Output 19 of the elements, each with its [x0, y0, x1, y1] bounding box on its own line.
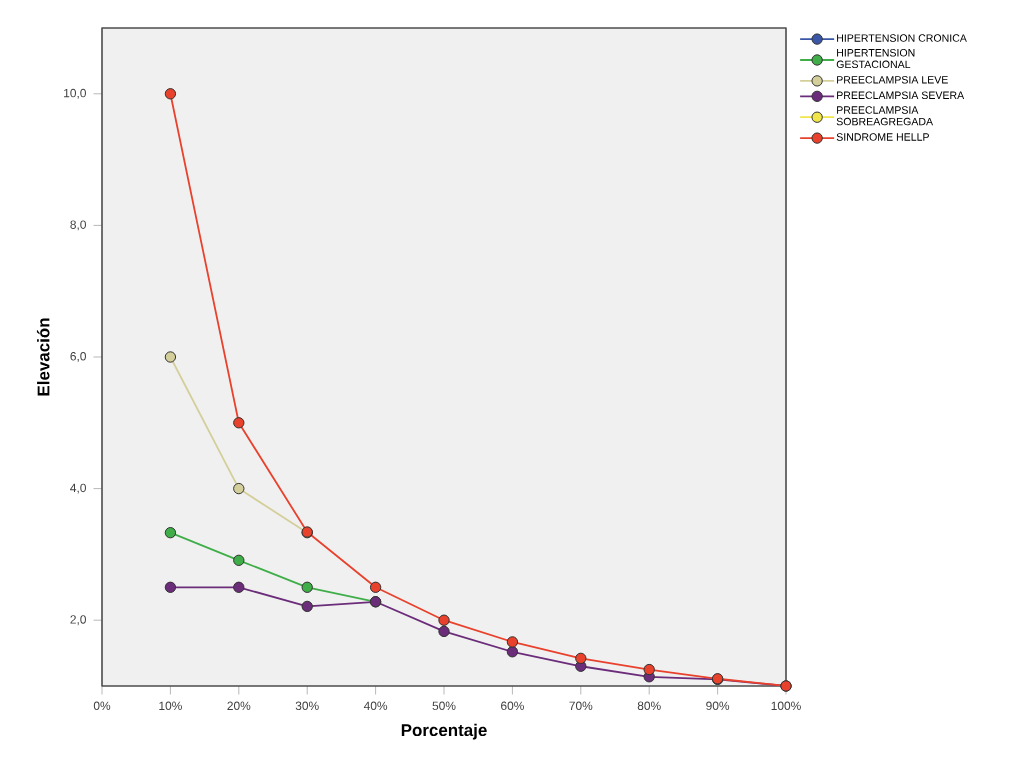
point: [575, 652, 587, 665]
y-axis-title: Elevación: [36, 318, 50, 396]
point: [164, 351, 177, 363]
point: [506, 636, 519, 648]
point: [233, 482, 245, 495]
point: [233, 581, 245, 593]
point: [301, 581, 313, 593]
x-axis-title: Porcentaje: [401, 723, 487, 740]
point: [506, 646, 519, 658]
point: [164, 88, 177, 100]
point: [643, 663, 655, 676]
point: [301, 600, 313, 613]
point: [164, 581, 177, 593]
point: [164, 527, 177, 539]
point: [369, 581, 382, 593]
point: [233, 554, 245, 566]
point: [233, 417, 245, 429]
point: [438, 614, 450, 626]
point: [438, 625, 450, 638]
